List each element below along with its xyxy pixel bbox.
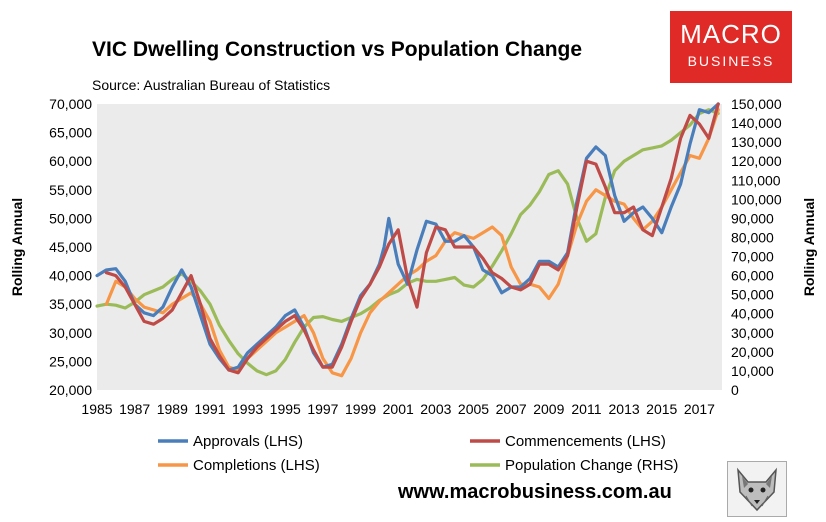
wolf-logo-icon	[727, 461, 787, 517]
y-left-tick-label: 20,000	[49, 382, 92, 398]
y-right-tick-label: 130,000	[731, 134, 782, 150]
y-right-tick-label: 70,000	[731, 249, 774, 265]
series-line-commencements-lhs	[104, 102, 720, 375]
x-tick-label: 1995	[270, 401, 301, 417]
x-tick-label: 2011	[571, 401, 601, 417]
x-tick-label: 2003	[420, 401, 451, 417]
x-tick-label: 2017	[684, 401, 715, 417]
chart-source: Source: Australian Bureau of Statistics	[92, 77, 331, 93]
y-right-tick-label: 60,000	[731, 268, 774, 284]
x-tick-label: 2015	[646, 401, 677, 417]
legend-label-completions-lhs: Completions (LHS)	[193, 457, 320, 474]
y-right-tick-label: 140,000	[731, 115, 782, 131]
chart-title: VIC Dwelling Construction vs Population …	[92, 38, 583, 61]
y-right-tick-label: 120,000	[731, 153, 782, 169]
y-right-tick-label: 110,000	[731, 172, 781, 188]
x-tick-label: 2005	[458, 401, 489, 417]
x-ticks: 1985 1987 1989 1991 1993 1995 1997 1999 2001 2003…	[81, 401, 715, 417]
y-right-tick-label: 100,000	[731, 191, 782, 207]
series-line-approvals-lhs	[95, 102, 720, 372]
y-right-tick-label: 20,000	[731, 344, 774, 360]
x-tick-label: 2009	[533, 401, 564, 417]
x-tick-label: 1985	[81, 401, 112, 417]
y-left-tick-label: 50,000	[49, 210, 92, 226]
y-left-ticks: 20,000 25,000 30,000 35,000 40,000 45,000 50,0…	[49, 96, 92, 398]
x-tick-label: 2007	[496, 401, 527, 417]
y-left-tick-label: 25,000	[49, 353, 92, 369]
y-left-tick-label: 70,000	[49, 96, 92, 112]
y-left-tick-label: 35,000	[49, 296, 92, 312]
y-right-axis-title: Rolling Annual	[801, 198, 817, 296]
website-url[interactable]: www.macrobusiness.com.au	[398, 481, 672, 503]
y-right-tick-label: 10,000	[731, 363, 774, 379]
x-tick-label: 1993	[232, 401, 263, 417]
x-tick-label: 2001	[383, 401, 414, 417]
y-left-tick-label: 45,000	[49, 239, 92, 255]
y-right-ticks: 0 10,000 20,000 30,000 40,000 50,000 60,000 70,…	[731, 96, 782, 398]
y-right-tick-label: 90,000	[731, 210, 774, 226]
x-tick-label: 1989	[157, 401, 188, 417]
x-tick-label: 2013	[609, 401, 640, 417]
y-left-tick-label: 30,000	[49, 325, 92, 341]
y-right-tick-label: 0	[731, 382, 739, 398]
y-right-tick-label: 30,000	[731, 325, 774, 341]
y-left-axis-title: Rolling Annual	[9, 198, 25, 296]
x-tick-label: 1999	[345, 401, 376, 417]
x-tick-label: 1997	[307, 401, 338, 417]
chart-lines	[95, 102, 720, 378]
legend-label-approvals-lhs: Approvals (LHS)	[193, 433, 303, 450]
y-left-tick-label: 55,000	[49, 182, 92, 198]
x-tick-label: 1987	[119, 401, 150, 417]
y-right-tick-label: 150,000	[731, 96, 782, 112]
plot-area	[97, 104, 722, 390]
y-right-tick-label: 40,000	[731, 306, 774, 322]
x-tick-label: 1991	[194, 401, 225, 417]
chart-legend: Approvals (LHS) Commencements (LHS) Comple…	[158, 433, 678, 474]
logo-line2: BUSINESS	[687, 53, 775, 69]
legend-label-commencements-lhs: Commencements (LHS)	[505, 433, 666, 450]
logo-line1: MACRO	[680, 19, 782, 49]
y-right-tick-label: 50,000	[731, 287, 774, 303]
legend-label-population-change-rhs: Population Change (RHS)	[505, 457, 678, 474]
y-left-tick-label: 40,000	[49, 268, 92, 284]
y-left-tick-label: 60,000	[49, 153, 92, 169]
y-left-tick-label: 65,000	[49, 125, 92, 141]
macrobusiness-logo: MACRO BUSINESS	[670, 11, 792, 83]
y-right-tick-label: 80,000	[731, 229, 774, 245]
